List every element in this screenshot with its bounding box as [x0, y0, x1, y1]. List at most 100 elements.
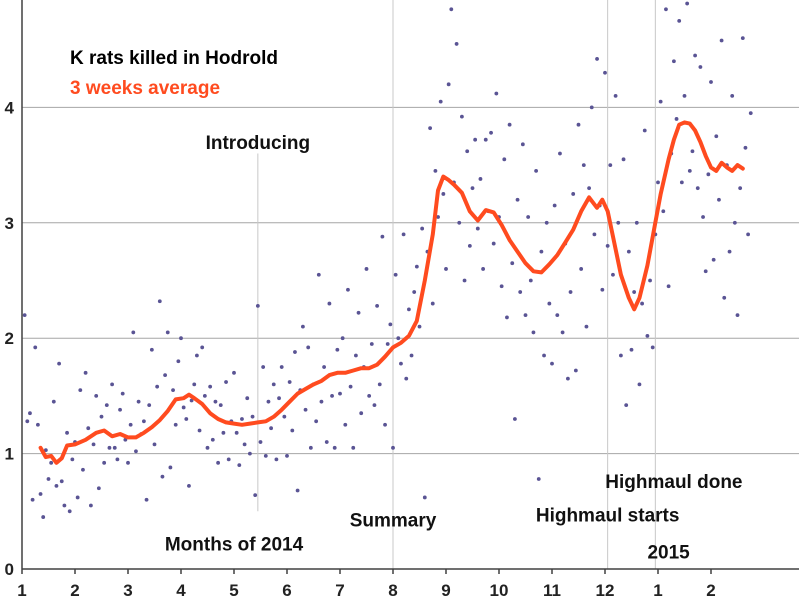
data-point	[263, 454, 268, 458]
data-point	[160, 474, 165, 479]
data-point	[28, 411, 32, 416]
data-point	[33, 345, 38, 350]
data-point	[722, 295, 727, 300]
data-point	[274, 457, 279, 462]
data-point	[54, 484, 59, 488]
data-point	[155, 384, 160, 389]
data-point	[285, 454, 289, 458]
data-point	[189, 398, 194, 403]
data-point	[449, 7, 454, 12]
data-point	[571, 192, 576, 196]
data-point	[616, 220, 621, 225]
data-point	[746, 232, 750, 237]
data-point	[120, 391, 125, 396]
data-point	[202, 394, 207, 398]
data-point	[475, 226, 480, 231]
data-point	[367, 394, 372, 398]
data-point	[295, 488, 300, 493]
data-point	[401, 232, 406, 237]
data-point	[489, 130, 493, 135]
data-point	[308, 445, 313, 450]
data-point	[290, 428, 295, 433]
data-point	[685, 1, 690, 6]
data-point	[407, 307, 411, 312]
data-point	[420, 226, 425, 231]
x-tick-label: 11	[543, 581, 561, 600]
data-point	[348, 384, 353, 389]
data-point	[648, 278, 652, 283]
data-point	[515, 197, 520, 202]
data-point	[126, 460, 130, 465]
data-point	[536, 477, 541, 481]
average-series-line	[38, 120, 745, 465]
data-point	[436, 215, 440, 219]
data-point	[179, 336, 183, 341]
annotation-label: Highmaul starts	[536, 506, 680, 527]
y-tick-label: 2	[5, 329, 14, 348]
data-point	[91, 442, 96, 447]
data-point	[568, 290, 573, 294]
data-point	[473, 137, 478, 142]
data-point	[78, 388, 83, 393]
data-point	[282, 414, 287, 419]
data-point	[637, 382, 642, 387]
x-tick-label: 9	[441, 581, 450, 600]
data-point	[81, 467, 85, 472]
data-point	[213, 399, 218, 404]
data-point	[258, 440, 263, 444]
data-point	[446, 82, 451, 87]
data-point	[735, 313, 740, 318]
data-point	[375, 303, 379, 308]
data-point	[534, 168, 538, 173]
data-point	[293, 350, 297, 354]
data-point	[41, 515, 46, 519]
data-point	[587, 186, 591, 191]
data-point	[330, 394, 334, 398]
data-point	[507, 122, 512, 127]
data-point	[356, 310, 361, 315]
data-point	[404, 376, 409, 381]
data-point	[430, 301, 435, 306]
data-point	[181, 405, 186, 410]
x-tick-label: 2	[706, 581, 715, 600]
x-tick-label: 7	[335, 581, 344, 600]
data-point	[539, 249, 544, 254]
data-point	[112, 445, 117, 450]
legend-entry-average: 3 weeks average	[70, 78, 220, 99]
x-tick-label: 12	[596, 581, 615, 600]
data-point	[462, 278, 467, 283]
data-point	[470, 186, 475, 191]
annotations: Introducing Summary Highmaul starts Highmau…	[165, 133, 743, 564]
data-point	[478, 177, 483, 181]
y-tick-label: 3	[5, 214, 14, 233]
data-point	[372, 403, 377, 408]
data-point	[687, 168, 692, 173]
data-point	[526, 215, 531, 219]
data-point	[465, 149, 470, 154]
data-point	[226, 457, 231, 462]
data-point	[555, 313, 560, 318]
data-point	[513, 417, 517, 421]
daily-kills-scatter	[22, 1, 753, 519]
x-tick-label: 1	[17, 581, 26, 600]
data-point	[558, 151, 562, 156]
y-tick-label: 1	[5, 445, 14, 464]
data-point	[732, 220, 737, 225]
data-point	[714, 134, 719, 139]
data-point	[303, 407, 308, 412]
data-point	[43, 448, 48, 453]
data-point	[253, 493, 258, 498]
data-point	[157, 299, 162, 304]
data-point	[672, 59, 676, 64]
data-point	[717, 197, 721, 202]
data-point	[51, 399, 56, 404]
data-point	[661, 209, 666, 214]
data-point	[600, 287, 605, 292]
data-point	[584, 324, 589, 329]
annotation-label: Summary	[350, 510, 437, 531]
data-point	[730, 93, 735, 98]
data-point	[703, 269, 708, 274]
x-tick-label: 3	[123, 581, 132, 600]
data-point	[414, 264, 419, 269]
data-point	[99, 414, 104, 419]
